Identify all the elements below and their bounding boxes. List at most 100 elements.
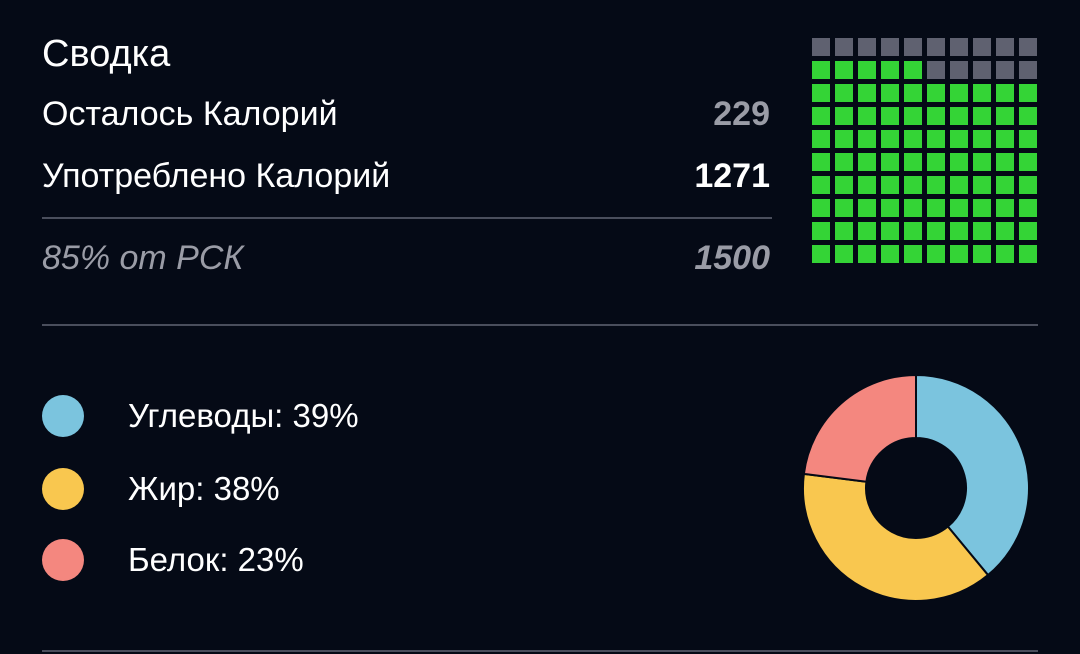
- waffle-cell-filled: [1019, 222, 1037, 240]
- waffle-cell-filled: [904, 107, 922, 125]
- waffle-cell-filled: [881, 176, 899, 194]
- waffle-cell-filled: [973, 245, 991, 263]
- waffle-cell-filled: [904, 153, 922, 171]
- rdi-label: 85% от РСК: [42, 238, 244, 277]
- legend-item-carbs: Углеводы: 39%: [42, 395, 542, 439]
- protein-label: Белок: 23%: [128, 541, 304, 578]
- waffle-cell-filled: [927, 245, 945, 263]
- waffle-cell-filled: [996, 222, 1014, 240]
- waffle-cell-filled: [996, 199, 1014, 217]
- waffle-cell-empty: [950, 38, 968, 56]
- waffle-cell-empty: [927, 38, 945, 56]
- waffle-cell-filled: [1019, 107, 1037, 125]
- waffle-cell-filled: [904, 176, 922, 194]
- waffle-cell-filled: [927, 130, 945, 148]
- waffle-cell-filled: [973, 107, 991, 125]
- waffle-cell-filled: [973, 222, 991, 240]
- waffle-cell-filled: [881, 130, 899, 148]
- fat-label: Жир: 38%: [128, 470, 280, 507]
- waffle-cell-empty: [858, 38, 876, 56]
- summary-title: Сводка: [42, 33, 171, 75]
- waffle-cell-filled: [950, 130, 968, 148]
- waffle-cell-filled: [858, 84, 876, 102]
- waffle-cell-filled: [881, 153, 899, 171]
- waffle-cell-filled: [858, 130, 876, 148]
- waffle-cell-filled: [858, 199, 876, 217]
- waffle-cell-filled: [904, 130, 922, 148]
- legend-item-protein: Белок: 23%: [42, 539, 542, 583]
- waffle-cell-filled: [973, 176, 991, 194]
- waffle-cell-filled: [927, 176, 945, 194]
- calories-remaining-value: 229: [713, 94, 770, 133]
- bottom-divider: [42, 650, 1038, 652]
- waffle-cell-filled: [973, 199, 991, 217]
- calories-consumed-value: 1271: [694, 156, 770, 195]
- waffle-cell-filled: [835, 245, 853, 263]
- calories-remaining-label: Осталось Калорий: [42, 94, 338, 133]
- donut-slice-fat: [802, 472, 990, 602]
- waffle-cell-empty: [835, 38, 853, 56]
- calories-consumed-row: Употреблено Калорий 1271: [42, 154, 770, 198]
- waffle-cell-filled: [996, 176, 1014, 194]
- waffle-cell-filled: [812, 61, 830, 79]
- waffle-cell-filled: [835, 222, 853, 240]
- waffle-cell-filled: [904, 245, 922, 263]
- waffle-cell-empty: [927, 61, 945, 79]
- waffle-cell-filled: [996, 130, 1014, 148]
- waffle-cell-filled: [1019, 153, 1037, 171]
- summary-section: Сводка Осталось Калорий 229 Употреблено …: [42, 0, 772, 300]
- waffle-cell-filled: [927, 199, 945, 217]
- waffle-cell-filled: [881, 84, 899, 102]
- waffle-cell-filled: [950, 107, 968, 125]
- waffle-cell-filled: [904, 61, 922, 79]
- waffle-cell-filled: [835, 176, 853, 194]
- waffle-cell-filled: [950, 199, 968, 217]
- waffle-cell-empty: [950, 61, 968, 79]
- waffle-cell-filled: [973, 84, 991, 102]
- waffle-cell-filled: [1019, 245, 1037, 263]
- waffle-cell-filled: [1019, 199, 1037, 217]
- waffle-cell-filled: [835, 153, 853, 171]
- waffle-cell-filled: [996, 84, 1014, 102]
- waffle-cell-filled: [881, 61, 899, 79]
- waffle-cell-empty: [1019, 61, 1037, 79]
- carbs-color-dot: [42, 395, 84, 437]
- waffle-cell-filled: [950, 176, 968, 194]
- waffle-cell-filled: [927, 222, 945, 240]
- section-divider: [42, 324, 1038, 326]
- legend-item-fat: Жир: 38%: [42, 468, 542, 512]
- waffle-cell-filled: [835, 84, 853, 102]
- waffle-cell-filled: [996, 107, 1014, 125]
- rdi-row: 85% от РСК 1500: [42, 236, 770, 280]
- rdi-value: 1500: [694, 238, 770, 277]
- waffle-cell-filled: [835, 199, 853, 217]
- waffle-cell-filled: [812, 130, 830, 148]
- waffle-cell-filled: [996, 245, 1014, 263]
- waffle-cell-filled: [927, 153, 945, 171]
- waffle-cell-filled: [812, 222, 830, 240]
- calories-remaining-row: Осталось Калорий 229: [42, 92, 770, 136]
- waffle-cell-empty: [973, 38, 991, 56]
- waffle-cell-filled: [858, 222, 876, 240]
- waffle-cell-filled: [858, 61, 876, 79]
- waffle-cell-filled: [881, 107, 899, 125]
- calorie-waffle-grid: [812, 38, 1040, 266]
- waffle-cell-filled: [1019, 84, 1037, 102]
- waffle-cell-filled: [858, 245, 876, 263]
- waffle-cell-filled: [904, 84, 922, 102]
- waffle-cell-filled: [812, 245, 830, 263]
- waffle-cell-filled: [835, 130, 853, 148]
- summary-divider: [42, 217, 772, 219]
- donut-slice-protein: [802, 373, 917, 483]
- waffle-cell-filled: [904, 199, 922, 217]
- waffle-cell-filled: [858, 153, 876, 171]
- waffle-cell-filled: [1019, 130, 1037, 148]
- waffle-cell-filled: [881, 199, 899, 217]
- waffle-cell-empty: [996, 38, 1014, 56]
- waffle-cell-empty: [881, 38, 899, 56]
- waffle-cell-empty: [973, 61, 991, 79]
- waffle-cell-filled: [812, 107, 830, 125]
- waffle-cell-filled: [812, 199, 830, 217]
- waffle-cell-filled: [1019, 176, 1037, 194]
- waffle-cell-empty: [996, 61, 1014, 79]
